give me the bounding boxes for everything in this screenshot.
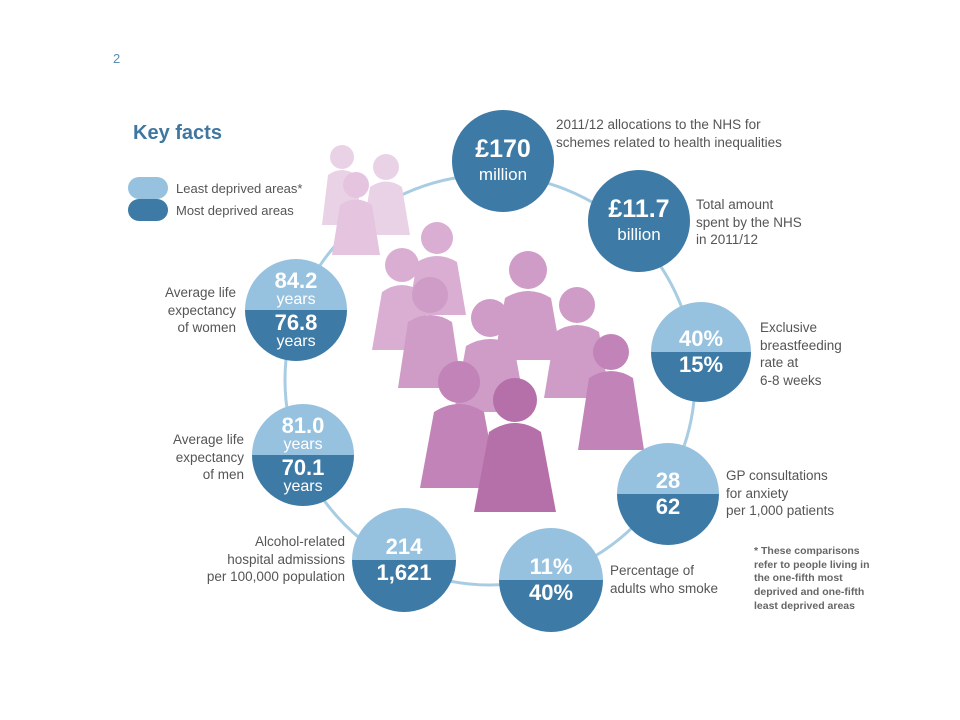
life-expectancy-men-label: Average life expectancy of men	[172, 432, 244, 483]
gp-consultations-most: 62	[655, 494, 681, 519]
nhs-total-label: Total amount spent by the NHS in 2011/12	[696, 197, 802, 248]
smoking-least: 11%	[529, 554, 573, 579]
gp-consultations-label: GP consultations for anxiety per 1,000 p…	[726, 468, 835, 519]
life-women-least-unit: years	[276, 291, 316, 308]
smoking-most: 40%	[528, 580, 574, 605]
footnote: * These comparisons refer to people livi…	[754, 545, 870, 612]
life-men-least-unit: years	[283, 436, 323, 453]
alcohol-bubble: 214 1,621	[352, 508, 456, 612]
least-deprived-swatch	[128, 177, 168, 199]
legend-item-most-deprived: Most deprived areas	[128, 199, 294, 221]
people-figures	[322, 145, 644, 512]
life-expectancy-women-bubble: 84.2 years 76.8 years	[245, 259, 347, 361]
nhs-allocations-label: 2011/12 allocations to the NHS for schem…	[556, 117, 782, 150]
breastfeeding-label: Exclusive breastfeeding rate at 6-8 week…	[760, 320, 842, 388]
nhs-total-value: £11.7	[608, 195, 670, 224]
most-deprived-swatch	[128, 199, 168, 221]
page-title: Key facts	[133, 122, 222, 144]
life-women-most: 76.8	[274, 310, 318, 335]
nhs-total-unit: billion	[617, 224, 661, 244]
alcohol-least: 214	[385, 534, 423, 559]
legend-item-least-deprived: Least deprived areas*	[128, 177, 302, 199]
nhs-allocations-value: £170	[475, 135, 531, 164]
legend-label: Least deprived areas*	[176, 180, 303, 196]
life-expectancy-women-label: Average life expectancy of women	[164, 285, 236, 336]
life-women-most-unit: years	[276, 333, 316, 350]
life-men-most: 70.1	[281, 455, 325, 480]
legend-label: Most deprived areas	[176, 202, 294, 218]
alcohol-label: Alcohol-related hospital admissions per …	[206, 534, 345, 585]
life-men-most-unit: years	[283, 478, 323, 495]
breastfeeding-most: 15%	[678, 352, 724, 377]
smoking-label: Percentage of adults who smoke	[610, 563, 719, 596]
smoking-bubble: 11% 40%	[499, 528, 603, 632]
gp-consultations-bubble: 28 62	[617, 443, 719, 545]
alcohol-most: 1,621	[376, 560, 432, 585]
page-number: 2	[113, 51, 121, 66]
nhs-allocations-unit: million	[478, 164, 528, 184]
gp-consultations-least: 28	[655, 468, 681, 493]
life-expectancy-men-bubble: 81.0 years 70.1 years	[252, 404, 354, 506]
breastfeeding-least: 40%	[678, 326, 724, 351]
nhs-allocations-bubble: £170 million	[452, 110, 554, 212]
life-men-least: 81.0	[281, 413, 325, 438]
life-women-least: 84.2	[274, 268, 318, 293]
nhs-total-bubble: £11.7 billion	[588, 170, 690, 272]
breastfeeding-bubble: 40% 15%	[651, 302, 751, 402]
